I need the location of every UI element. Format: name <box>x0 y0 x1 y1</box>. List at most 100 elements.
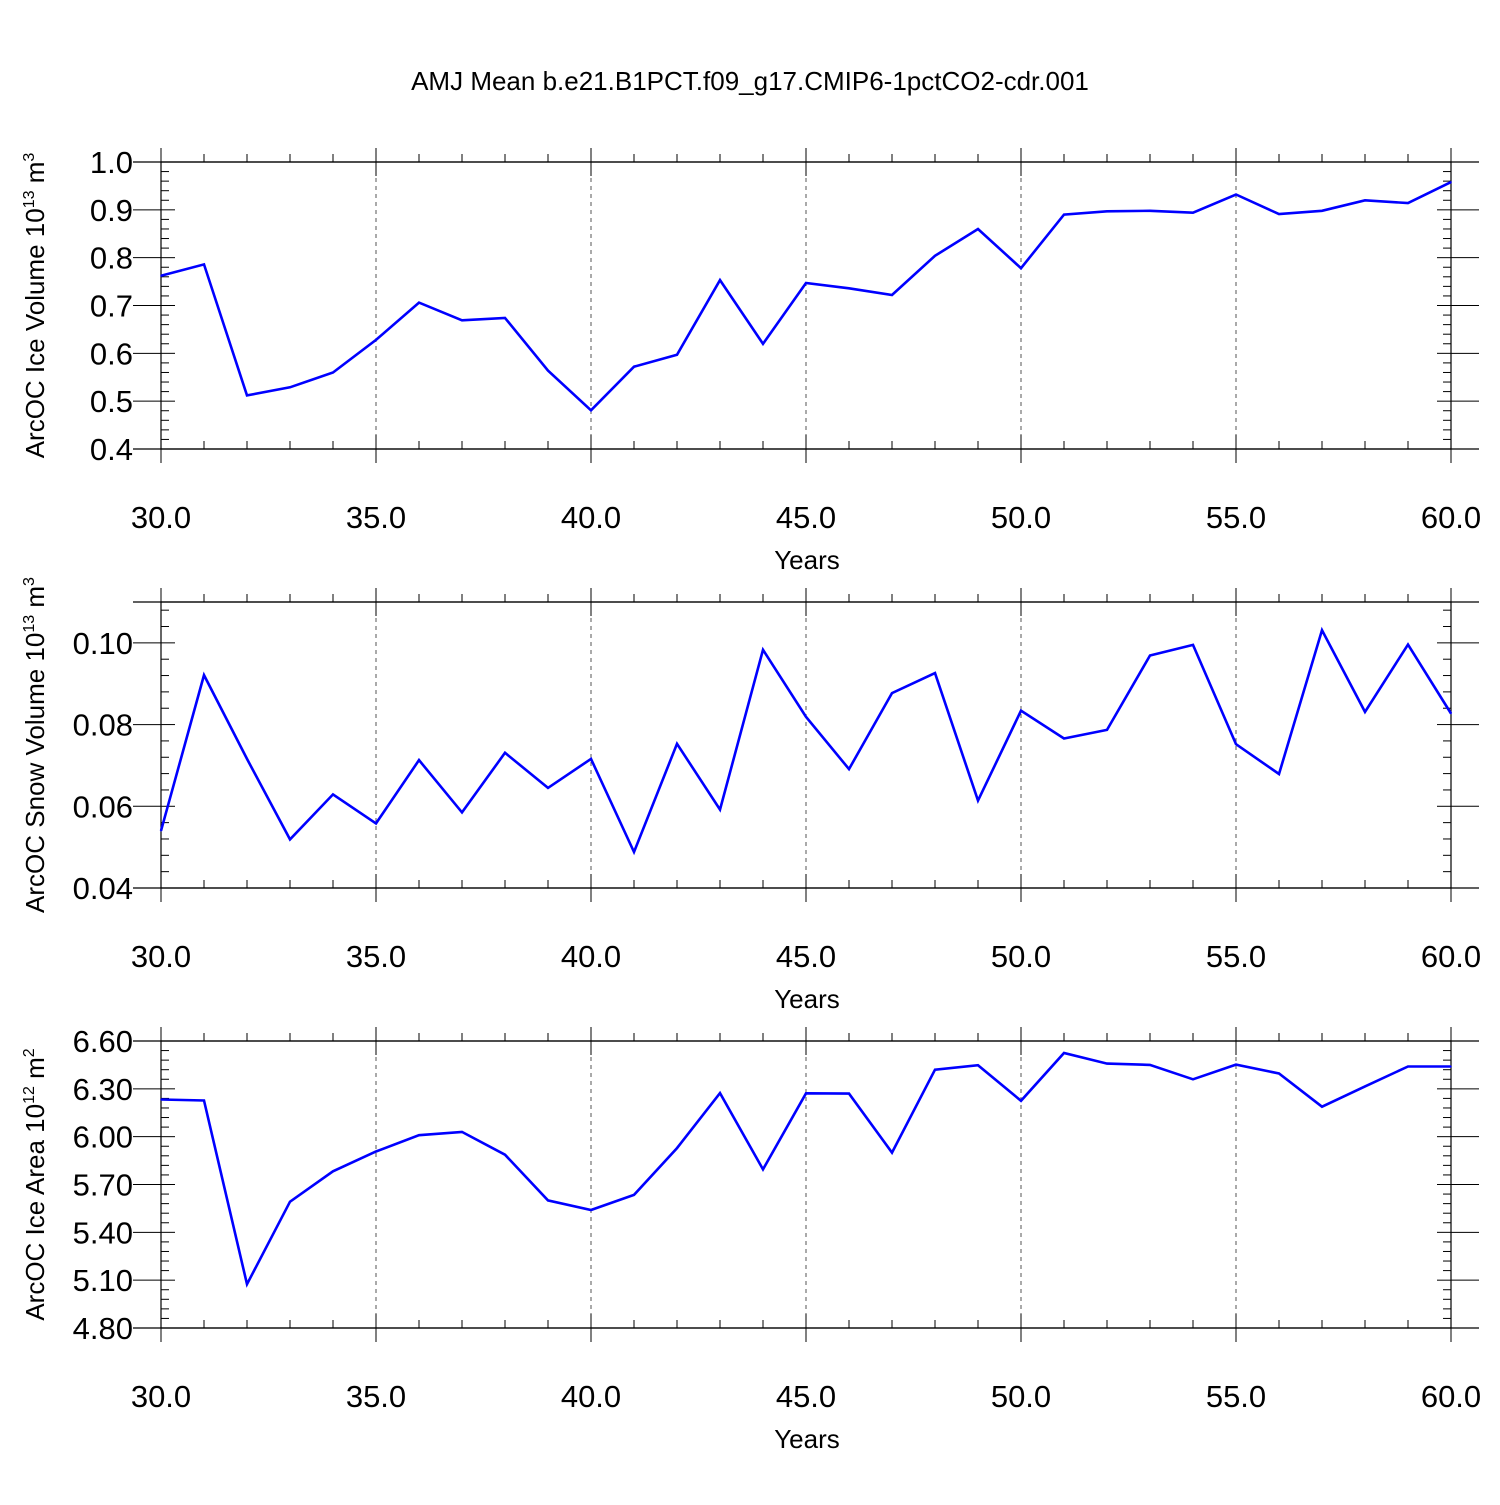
data-point <box>848 1092 850 1095</box>
data-point <box>289 386 291 389</box>
data-point <box>461 811 463 814</box>
data-point <box>246 1283 248 1285</box>
x-tick-label: 45.0 <box>776 939 836 974</box>
y-tick-label: 0.10 <box>73 626 133 661</box>
data-point <box>934 1068 936 1071</box>
series-line <box>160 180 1452 413</box>
data-point <box>934 672 936 674</box>
y-tick-label: 4.80 <box>73 1311 133 1346</box>
data-point <box>504 751 506 754</box>
data-point <box>1106 210 1108 213</box>
x-tick-label: 55.0 <box>1206 939 1266 974</box>
data-point <box>1063 213 1065 216</box>
data-point <box>1364 711 1366 713</box>
data-point <box>848 287 850 290</box>
x-tick-label: 45.0 <box>776 500 836 535</box>
y-tick-label: 0.06 <box>73 789 133 824</box>
data-point <box>1407 643 1409 646</box>
data-point <box>547 369 549 372</box>
x-tick-label: 35.0 <box>346 1379 406 1414</box>
data-point <box>547 1199 549 1202</box>
chart-panel-2: 30.0 35.0 40.0 45.0 50.0 55.0 60.0 0.04 0.06 0.08… <box>20 577 1481 1014</box>
data-point <box>203 1099 205 1102</box>
y-tick-label: 0.8 <box>90 241 133 276</box>
data-point <box>289 1200 291 1203</box>
x-tick-label: 30.0 <box>131 1379 191 1414</box>
data-point <box>934 254 936 257</box>
y-tick-label: 1.0 <box>90 145 133 180</box>
data-point <box>246 758 248 760</box>
x-tick-label: 50.0 <box>991 939 1051 974</box>
y-tick-label: 6.30 <box>73 1072 133 1107</box>
data-point <box>977 228 979 230</box>
data-point <box>1278 773 1280 775</box>
data-point <box>891 294 893 296</box>
data-point <box>977 799 979 802</box>
chart-panel-3: 30.0 35.0 40.0 45.0 50.0 55.0 60.0 4.80 5.10 5.40… <box>20 1024 1481 1454</box>
y-tick-label: 6.00 <box>73 1120 133 1155</box>
data-point <box>203 674 205 676</box>
data-point <box>1407 1065 1409 1068</box>
data-point <box>805 716 807 718</box>
x-tick-label: 55.0 <box>1206 1379 1266 1414</box>
data-point <box>160 830 162 832</box>
data-point <box>762 1168 764 1171</box>
data-point <box>1407 202 1409 204</box>
figure-title: AMJ Mean b.e21.B1PCT.f09_g17.CMIP6-1pctC… <box>411 66 1089 96</box>
x-axis-label: Years <box>774 545 840 575</box>
data-point <box>762 649 764 651</box>
data-point <box>246 394 248 397</box>
x-axis-label: Years <box>774 984 840 1014</box>
data-point <box>1364 1085 1366 1088</box>
x-tick-label: 50.0 <box>991 1379 1051 1414</box>
x-tick-label: 45.0 <box>776 1379 836 1414</box>
data-point <box>1106 1062 1108 1065</box>
x-tick-label: 30.0 <box>131 939 191 974</box>
data-point <box>1278 1072 1280 1075</box>
data-point <box>590 758 592 760</box>
data-point <box>676 353 678 356</box>
data-point <box>375 339 377 341</box>
y-axis-label: ArcOC Ice Volume 1013 m3 <box>20 153 50 459</box>
data-point <box>461 319 463 322</box>
data-point <box>1192 211 1194 214</box>
y-tick-label: 0.9 <box>90 193 133 228</box>
data-point <box>762 342 764 345</box>
data-point <box>1450 181 1452 183</box>
y-axis-label: ArcOC Snow Volume 1013 m3 <box>20 577 50 913</box>
data-point <box>461 1131 463 1133</box>
data-point <box>1235 743 1237 745</box>
data-point <box>332 371 334 374</box>
data-point <box>1063 737 1065 740</box>
data-point <box>1020 1099 1022 1102</box>
data-point <box>418 759 420 761</box>
data-point <box>160 275 162 277</box>
chart-panel-1: 30.0 35.0 40.0 45.0 50.0 55.0 60.0 0.4 0.5 0.6 0.7… <box>20 145 1481 575</box>
data-point <box>977 1064 979 1067</box>
data-point <box>1450 1065 1452 1068</box>
x-tick-label: 60.0 <box>1421 1379 1481 1414</box>
data-point <box>418 1134 420 1137</box>
x-tick-label: 35.0 <box>346 500 406 535</box>
data-point <box>719 1092 721 1094</box>
data-point <box>1149 1064 1151 1066</box>
y-tick-label: 0.08 <box>73 708 133 743</box>
y-tick-label: 5.70 <box>73 1168 133 1203</box>
x-tick-label: 40.0 <box>561 500 621 535</box>
y-tick-label: 6.60 <box>73 1024 133 1059</box>
y-tick-label: 0.6 <box>90 336 133 371</box>
data-point <box>1321 629 1323 631</box>
data-point <box>289 838 291 841</box>
data-point <box>805 1092 807 1095</box>
data-point <box>1235 1063 1237 1066</box>
data-point <box>1149 209 1151 212</box>
data-point <box>590 409 592 412</box>
data-point <box>676 1147 678 1149</box>
data-point <box>504 317 506 319</box>
data-point <box>1020 709 1022 712</box>
data-point <box>676 742 678 745</box>
data-point <box>1063 1052 1065 1054</box>
data-point <box>891 1151 893 1154</box>
